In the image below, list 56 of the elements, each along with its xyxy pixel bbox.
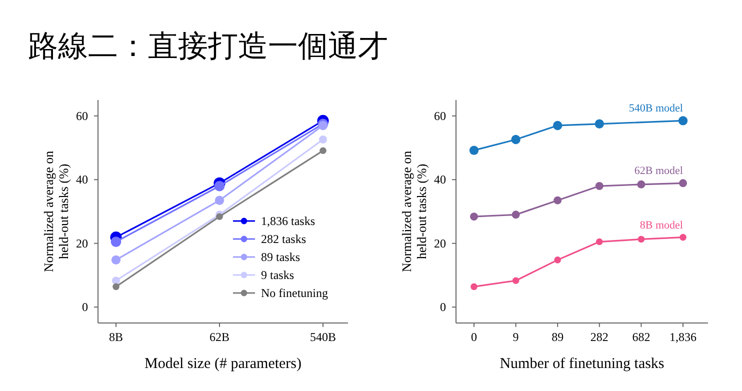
point: [112, 276, 120, 285]
y-tick-label: 60: [76, 108, 88, 123]
y-tick-label: 20: [76, 236, 88, 250]
legend-label: 9 tasks: [261, 268, 294, 282]
point: [511, 134, 520, 144]
series-label: 540B model: [628, 102, 683, 115]
y-axis-title: Normalized average on held-out tasks (%): [399, 150, 429, 272]
point: [214, 196, 224, 205]
point: [554, 196, 562, 204]
x-tick-label: 540B: [310, 330, 336, 344]
legend-label: 89 tasks: [261, 250, 300, 264]
x-tick-label: 0: [471, 330, 477, 344]
y-tick-label: 40: [434, 172, 446, 187]
series-label: 8B model: [640, 219, 683, 232]
point: [638, 236, 645, 243]
x-axis-title: Number of finetuning tasks: [500, 356, 664, 372]
point: [680, 234, 686, 241]
point: [554, 256, 561, 264]
point: [319, 136, 327, 144]
legend-label: No finetuning: [261, 286, 328, 300]
point: [512, 210, 520, 219]
legend-label: 282 tasks: [261, 232, 306, 246]
y-tick-label: 60: [434, 108, 446, 123]
x-tick-label: 1,836: [670, 330, 696, 344]
x-tick-label: 89: [552, 330, 564, 344]
point: [110, 236, 122, 247]
point: [111, 255, 121, 265]
y-tick-label: 40: [76, 172, 88, 187]
x-axis-title: Model size (# parameters): [144, 356, 302, 372]
point: [112, 283, 120, 290]
point: [594, 119, 604, 128]
x-tick-label: 9: [512, 330, 519, 344]
x-tick-label: 282: [590, 330, 608, 344]
point: [596, 238, 603, 246]
point: [553, 120, 562, 130]
y-tick-label: 0: [82, 300, 88, 314]
point: [470, 283, 478, 290]
point: [637, 180, 646, 188]
point: [679, 179, 687, 188]
y-tick-label: 20: [434, 236, 446, 250]
point: [469, 146, 479, 155]
point: [512, 277, 520, 284]
legend-label: 1,836 tasks: [261, 214, 316, 228]
point: [470, 212, 478, 221]
x-tick-label: 682: [632, 330, 650, 344]
y-tick-label: 0: [440, 300, 446, 314]
point: [214, 180, 225, 192]
point: [320, 147, 326, 154]
series-label: 62B model: [634, 165, 683, 178]
y-axis-title: Normalized average on held-out tasks (%): [41, 150, 71, 272]
x-tick-label: 62B: [209, 330, 230, 344]
point: [678, 116, 688, 126]
chart-title: 路線二：直接打造一個通才: [28, 29, 388, 64]
x-tick-label: 8B: [108, 330, 124, 344]
point: [595, 182, 604, 190]
point: [216, 213, 223, 220]
